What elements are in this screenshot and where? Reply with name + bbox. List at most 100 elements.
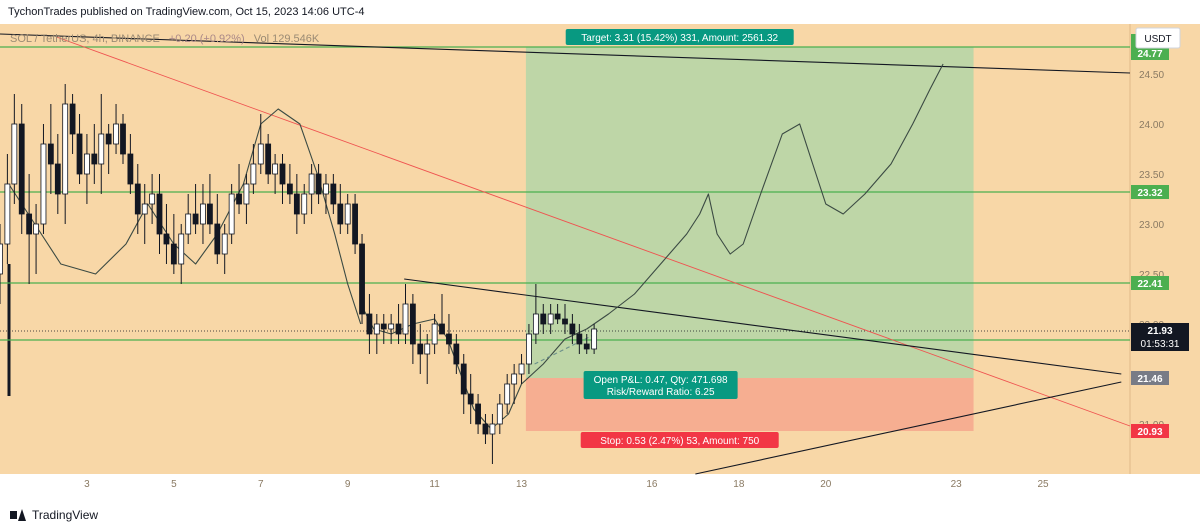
x-tick-label: 11 [429, 479, 440, 490]
price-badge [1131, 276, 1169, 290]
candle-body [395, 323, 402, 335]
candle-body [185, 213, 192, 235]
candle-body [460, 363, 467, 395]
tradingview-logo-icon [10, 509, 26, 521]
candle-body [62, 103, 69, 195]
candle-body [344, 203, 351, 225]
x-tick-label: 5 [171, 479, 177, 490]
candle-body [439, 323, 445, 335]
candle-body [323, 183, 329, 195]
chart-area[interactable]: 24.5024.0023.5023.0022.5022.0021.5021.00… [0, 24, 1200, 499]
price-badge-label: 23.32 [1137, 188, 1162, 199]
candle-body [380, 323, 387, 330]
candle-body [388, 323, 395, 330]
candle-body [431, 323, 438, 345]
candle-body [286, 183, 293, 195]
candle-body [178, 233, 185, 265]
candle-body [18, 123, 25, 215]
x-tick-label: 9 [345, 479, 351, 490]
pnl-line-1: Open P&L: 0.47, Qty: 471.698 [594, 375, 728, 386]
candle-body [134, 183, 141, 215]
price-badge-label: 24.77 [1137, 49, 1162, 60]
candle-body [127, 153, 134, 185]
candle-body [91, 153, 98, 165]
candle-body [149, 193, 156, 205]
current-price-label: 21.93 [1147, 326, 1172, 337]
countdown-label: 01:53:31 [1141, 339, 1180, 350]
candle-body [47, 143, 54, 165]
candle-body [496, 403, 503, 425]
hand-drawn-path [360, 303, 587, 430]
candle-body [84, 153, 90, 175]
x-tick-label: 25 [1038, 479, 1050, 490]
candle-body [446, 333, 452, 345]
candle-body [554, 313, 561, 320]
candle-body [511, 373, 518, 385]
x-axis-ticks: 3 5 7 9 11 13 16 18 20 23 25 [84, 479, 1049, 490]
candle-body [40, 143, 47, 225]
candle-body [489, 423, 496, 435]
horizontal-levels [0, 46, 1130, 341]
x-tick-label: 13 [516, 479, 528, 490]
change-text: +0.20 (+0.92%) [169, 33, 245, 45]
tradingview-logo[interactable]: TradingView [10, 508, 98, 522]
candle-body [366, 313, 373, 335]
price-chart[interactable]: 24.5024.0023.5023.0022.5022.0021.5021.00… [0, 24, 1200, 499]
candle-body [583, 343, 590, 350]
candle-body [569, 323, 576, 335]
candle-body [257, 143, 264, 165]
candle-body [293, 193, 300, 215]
candle-body [76, 133, 83, 175]
candle-body [98, 133, 105, 165]
candle-body [272, 163, 279, 175]
candle-body [192, 213, 199, 225]
candle-body [475, 403, 481, 425]
stop-label: Stop: 0.53 (2.47%) 53, Amount: 750 [600, 436, 759, 447]
candle-body [250, 163, 257, 185]
candle-body [0, 243, 3, 275]
pnl-label-box [583, 371, 738, 399]
hand-drawn-path [586, 63, 944, 330]
candle-body [482, 423, 489, 435]
candle-body [417, 343, 424, 355]
x-tick-label: 16 [646, 479, 658, 490]
currency-button[interactable]: USDT [1135, 27, 1181, 49]
candle-body [54, 163, 61, 195]
candle-body [228, 193, 235, 235]
candle-body [301, 193, 308, 215]
y-tick-label: 24.00 [1139, 120, 1164, 131]
price-axis[interactable] [1130, 24, 1200, 474]
candles [0, 84, 598, 464]
price-badge [1131, 46, 1169, 60]
vol-value: 129.546K [272, 33, 320, 45]
candle-body [547, 313, 554, 325]
published-text: TychonTrades published on TradingView.co… [8, 6, 365, 18]
candle-body [576, 333, 583, 345]
black-trendline [404, 278, 1122, 375]
x-tick-label: 7 [258, 479, 264, 490]
candle-body [243, 183, 250, 205]
candle-body [352, 203, 358, 245]
price-badge-label: 22.41 [1137, 279, 1162, 290]
candle-body [359, 243, 365, 315]
candle-body [207, 203, 213, 225]
black-trendline [695, 381, 1122, 475]
candle-body [105, 133, 112, 145]
red-trendline [56, 36, 1131, 427]
candle-body [120, 123, 126, 155]
price-badge [1131, 185, 1169, 199]
candle-body [170, 243, 177, 265]
candle-body [308, 173, 315, 195]
price-badge [1131, 371, 1169, 385]
candle-body [279, 163, 286, 185]
profit-zone [525, 47, 974, 378]
price-badge-label: 21.46 [1137, 374, 1162, 385]
candle-body [214, 223, 221, 255]
candle-body [163, 233, 170, 245]
symbol-legend: SOL / TetherUS, 4h, BINANCE +0.20 (+0.92… [10, 33, 320, 45]
candle-body [69, 103, 76, 135]
footer: TradingView [0, 500, 1200, 530]
x-tick-label: 23 [951, 479, 963, 490]
footer-brand: TradingView [32, 508, 99, 522]
candle-body [540, 313, 547, 325]
